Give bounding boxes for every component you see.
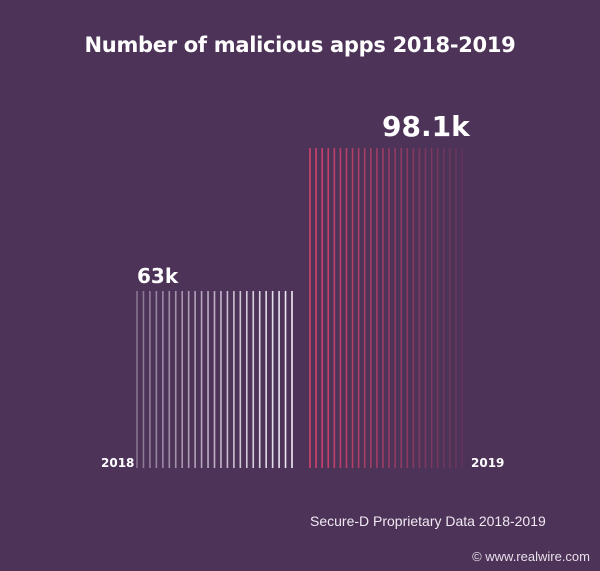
credit-watermark: © www.realwire.com (472, 549, 590, 564)
source-note: Secure-D Proprietary Data 2018-2019 (310, 513, 546, 529)
category-label-2018: 2018 (101, 456, 134, 470)
category-label-2019: 2019 (471, 456, 504, 470)
data-label-2018: 63k (137, 264, 179, 288)
data-label-2019: 98.1k (382, 110, 471, 143)
chart-title: Number of malicious apps 2018-2019 (84, 33, 516, 57)
